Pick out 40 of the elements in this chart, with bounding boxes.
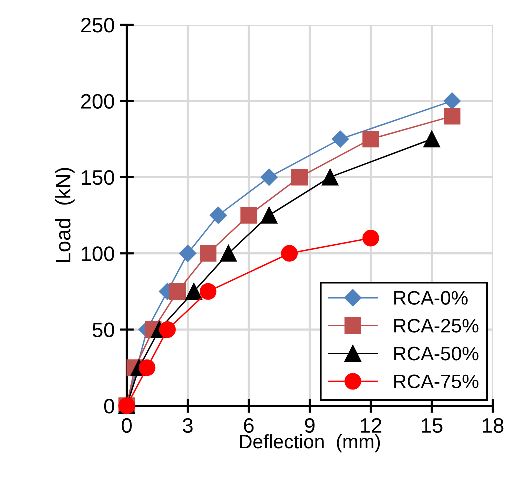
point <box>292 169 308 186</box>
point <box>159 321 176 338</box>
point <box>362 230 380 247</box>
point <box>332 130 350 148</box>
legend-label: RCA-25% <box>394 319 479 333</box>
point <box>170 283 186 300</box>
point <box>240 207 258 224</box>
y-tick-label: 150 <box>82 170 114 186</box>
y-tick-label: 100 <box>82 246 114 262</box>
point <box>200 245 217 262</box>
y-tick-label: 0 <box>104 399 114 414</box>
x-tick-label: 6 <box>244 418 254 434</box>
x-tick-label: 9 <box>305 418 315 434</box>
point <box>281 245 298 262</box>
x-tick-label: 12 <box>361 418 382 433</box>
point <box>261 207 278 224</box>
legend-label: RCA-75% <box>394 374 479 389</box>
point <box>444 92 461 110</box>
point <box>362 130 380 148</box>
point <box>139 360 156 376</box>
point <box>444 108 461 125</box>
x-axis-title: Deflection (mm) <box>240 434 380 453</box>
point <box>200 283 217 300</box>
x-tick-label: 3 <box>183 418 193 434</box>
legend-label: RCA-0% <box>394 291 468 305</box>
point <box>186 283 202 300</box>
legend-label: RCA-50% <box>394 346 479 361</box>
y-axis-title: Load (kN) <box>55 168 75 262</box>
x-tick-label: 18 <box>483 418 504 434</box>
point <box>322 169 339 186</box>
point <box>424 130 440 148</box>
point <box>260 168 278 186</box>
y-tick-label: 200 <box>81 94 114 109</box>
y-tick-label: 50 <box>92 322 114 338</box>
point <box>179 245 197 262</box>
y-tick-label: 250 <box>81 18 114 33</box>
point <box>220 245 237 262</box>
x-tick-label: 0 <box>122 418 132 434</box>
x-tick-label: 15 <box>422 418 443 434</box>
point <box>210 206 228 224</box>
